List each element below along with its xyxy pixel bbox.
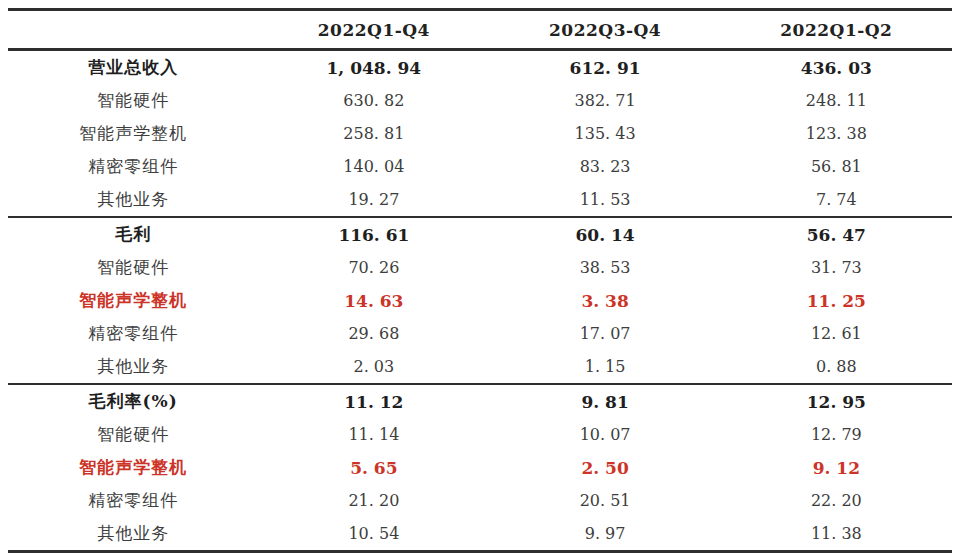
cell: 21. 20 [258, 484, 489, 517]
cell: 11. 53 [489, 183, 720, 217]
cell: 2. 50 [489, 451, 720, 484]
section-revenue: 营业总收入 1, 048. 94 612. 91 436. 03 智能硬件 63… [8, 50, 952, 218]
row-label: 精密零组件 [8, 150, 258, 183]
financial-table-wrap: 2022Q1-Q4 2022Q3-Q4 2022Q1-Q2 营业总收入 1, 0… [8, 8, 952, 553]
cell: 29. 68 [258, 317, 489, 350]
cell: 14. 63 [258, 284, 489, 317]
table-row: 毛利率(%) 11. 12 9. 81 12. 95 [8, 384, 952, 418]
cell: 9. 81 [489, 384, 720, 418]
row-label: 其他业务 [8, 183, 258, 217]
table-row: 智能声学整机 258. 81 135. 43 123. 38 [8, 117, 952, 150]
row-label: 毛利 [8, 217, 258, 251]
column-header: 2022Q1-Q4 [258, 10, 489, 50]
cell: 2. 03 [258, 350, 489, 384]
cell: 56. 81 [721, 150, 952, 183]
cell: 630. 82 [258, 84, 489, 117]
cell: 612. 91 [489, 50, 720, 85]
cell: 7. 74 [721, 183, 952, 217]
cell: 19. 27 [258, 183, 489, 217]
row-label: 其他业务 [8, 350, 258, 384]
row-label: 智能硬件 [8, 84, 258, 117]
section-gross-profit: 毛利 116. 61 60. 14 56. 47 智能硬件 70. 26 38.… [8, 217, 952, 384]
table-header: 2022Q1-Q4 2022Q3-Q4 2022Q1-Q2 [8, 10, 952, 50]
table-row: 毛利 116. 61 60. 14 56. 47 [8, 217, 952, 251]
cell: 12. 61 [721, 317, 952, 350]
cell: 22. 20 [721, 484, 952, 517]
row-label: 智能硬件 [8, 418, 258, 451]
cell: 436. 03 [721, 50, 952, 85]
cell: 10. 07 [489, 418, 720, 451]
cell: 140. 04 [258, 150, 489, 183]
cell: 248. 11 [721, 84, 952, 117]
column-header: 2022Q1-Q2 [721, 10, 952, 50]
table-row: 智能硬件 630. 82 382. 71 248. 11 [8, 84, 952, 117]
cell: 9. 12 [721, 451, 952, 484]
cell: 38. 53 [489, 251, 720, 284]
cell: 3. 38 [489, 284, 720, 317]
cell: 20. 51 [489, 484, 720, 517]
cell: 382. 71 [489, 84, 720, 117]
cell: 1. 15 [489, 350, 720, 384]
header-row: 2022Q1-Q4 2022Q3-Q4 2022Q1-Q2 [8, 10, 952, 50]
cell: 83. 23 [489, 150, 720, 183]
row-label: 精密零组件 [8, 317, 258, 350]
row-label: 其他业务 [8, 517, 258, 552]
table-row: 其他业务 19. 27 11. 53 7. 74 [8, 183, 952, 217]
table-row: 精密零组件 140. 04 83. 23 56. 81 [8, 150, 952, 183]
table-row: 智能硬件 11. 14 10. 07 12. 79 [8, 418, 952, 451]
cell: 116. 61 [258, 217, 489, 251]
row-label: 精密零组件 [8, 484, 258, 517]
row-label: 智能声学整机 [8, 451, 258, 484]
cell: 12. 95 [721, 384, 952, 418]
cell: 9. 97 [489, 517, 720, 552]
table-row: 其他业务 10. 54 9. 97 11. 38 [8, 517, 952, 552]
table-row: 其他业务 2. 03 1. 15 0. 88 [8, 350, 952, 384]
table-row: 营业总收入 1, 048. 94 612. 91 436. 03 [8, 50, 952, 85]
cell: 123. 38 [721, 117, 952, 150]
cell: 135. 43 [489, 117, 720, 150]
financial-table: 2022Q1-Q4 2022Q3-Q4 2022Q1-Q2 营业总收入 1, 0… [8, 8, 952, 553]
table-row: 精密零组件 21. 20 20. 51 22. 20 [8, 484, 952, 517]
cell: 258. 81 [258, 117, 489, 150]
table-row-highlighted: 智能声学整机 14. 63 3. 38 11. 25 [8, 284, 952, 317]
cell: 10. 54 [258, 517, 489, 552]
cell: 56. 47 [721, 217, 952, 251]
cell: 31. 73 [721, 251, 952, 284]
row-label: 智能声学整机 [8, 117, 258, 150]
section-gross-margin: 毛利率(%) 11. 12 9. 81 12. 95 智能硬件 11. 14 1… [8, 384, 952, 552]
column-header: 2022Q3-Q4 [489, 10, 720, 50]
cell: 0. 88 [721, 350, 952, 384]
cell: 11. 25 [721, 284, 952, 317]
cell: 12. 79 [721, 418, 952, 451]
table-row: 精密零组件 29. 68 17. 07 12. 61 [8, 317, 952, 350]
row-label: 智能声学整机 [8, 284, 258, 317]
cell: 70. 26 [258, 251, 489, 284]
cell: 60. 14 [489, 217, 720, 251]
row-label: 毛利率(%) [8, 384, 258, 418]
table-row: 智能硬件 70. 26 38. 53 31. 73 [8, 251, 952, 284]
row-label: 智能硬件 [8, 251, 258, 284]
cell: 11. 12 [258, 384, 489, 418]
table-row-highlighted: 智能声学整机 5. 65 2. 50 9. 12 [8, 451, 952, 484]
cell: 1, 048. 94 [258, 50, 489, 85]
row-label: 营业总收入 [8, 50, 258, 85]
header-empty-cell [8, 10, 258, 50]
cell: 11. 14 [258, 418, 489, 451]
cell: 5. 65 [258, 451, 489, 484]
cell: 17. 07 [489, 317, 720, 350]
cell: 11. 38 [721, 517, 952, 552]
